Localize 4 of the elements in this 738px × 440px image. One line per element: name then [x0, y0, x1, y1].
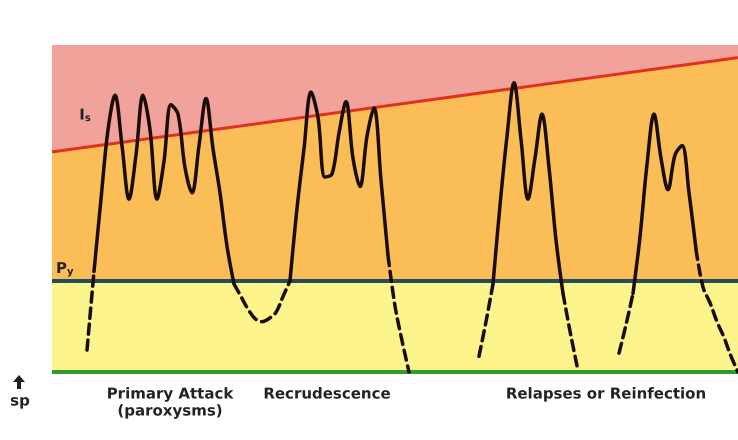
text: Primary Attack (paroxysms): [106, 384, 234, 420]
text: Relapses or Reinfection: [506, 384, 706, 402]
text: sp: [10, 392, 30, 410]
text: Recrudescence: [263, 384, 391, 402]
